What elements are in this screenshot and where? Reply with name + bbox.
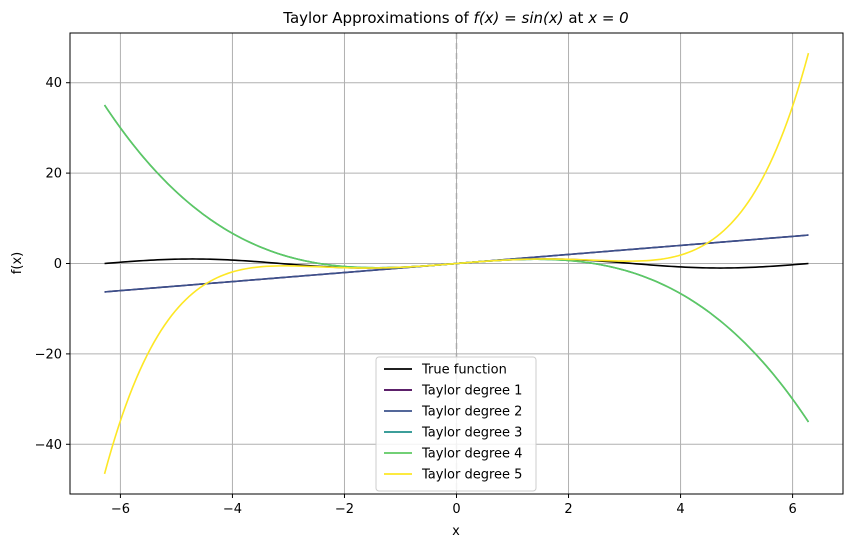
x-tick-label: 2 [564,502,572,517]
y-tick-label: −40 [35,438,62,453]
y-tick-label: −20 [35,347,62,362]
y-tick-label: 40 [45,76,62,91]
legend: True function Taylor degree 1 Taylor degre… [375,356,537,492]
legend-label: Taylor degree 3 [421,426,522,441]
x-axis-label: x [452,524,460,539]
legend-label: Taylor degree 5 [421,468,522,483]
legend-label: Taylor degree 2 [421,405,522,420]
x-tick-label: 4 [676,502,684,517]
y-axis-ticks: −40 −20 0 20 40 [35,76,70,453]
legend-label: Taylor degree 4 [421,447,522,462]
x-tick-label: −6 [111,502,130,517]
legend-label: Taylor degree 1 [421,384,522,399]
x-axis-ticks: −6 −4 −2 0 2 4 6 [111,494,797,517]
y-tick-label: 20 [45,167,62,182]
legend-box [375,356,537,492]
x-tick-label: 6 [788,502,796,517]
x-tick-label: −4 [223,502,242,517]
series-line [103,52,810,475]
chart-title: Taylor Approximations of f(x) = sin(x) a… [282,9,628,27]
legend-label: True function [421,363,507,378]
y-axis-label: f(x) [10,252,25,274]
x-tick-label: −2 [335,502,354,517]
series-layer [103,52,810,475]
x-tick-label: 0 [452,502,460,517]
y-tick-label: 0 [54,257,62,272]
